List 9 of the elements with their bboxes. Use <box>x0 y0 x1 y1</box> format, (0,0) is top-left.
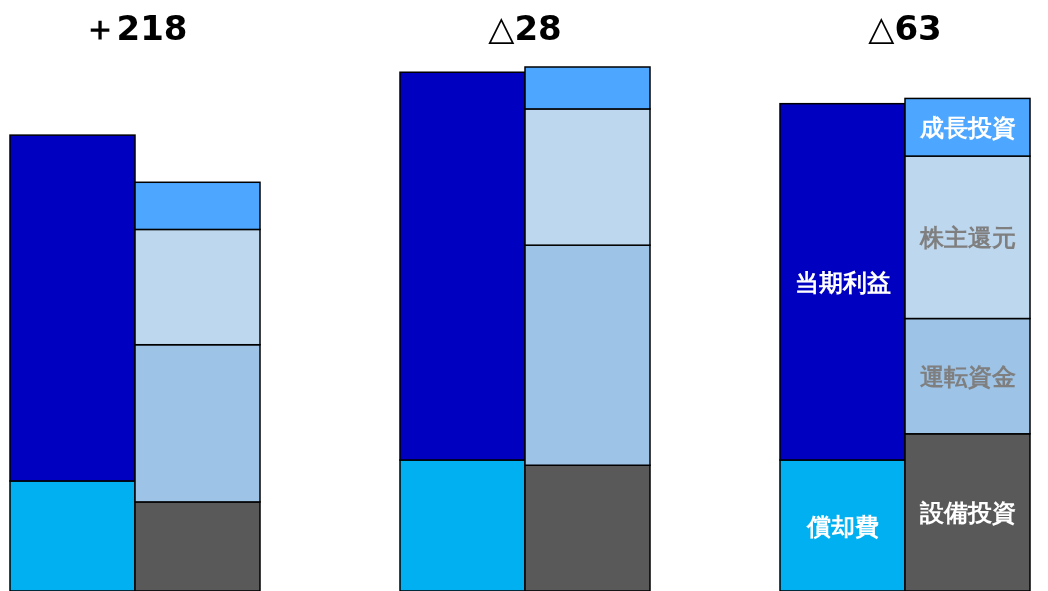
series-label: 償却費 <box>805 512 879 541</box>
series-label: 当期利益 <box>794 268 891 297</box>
text: △28 <box>488 8 562 48</box>
series-label: 株主還元 <box>918 224 1016 253</box>
series-label: 成長投資 <box>918 114 1016 143</box>
text: ＋218 <box>82 8 188 48</box>
series-label: 運転資金 <box>919 363 1016 392</box>
series-label: 設備投資 <box>918 499 1016 528</box>
text: △63 <box>868 8 942 48</box>
